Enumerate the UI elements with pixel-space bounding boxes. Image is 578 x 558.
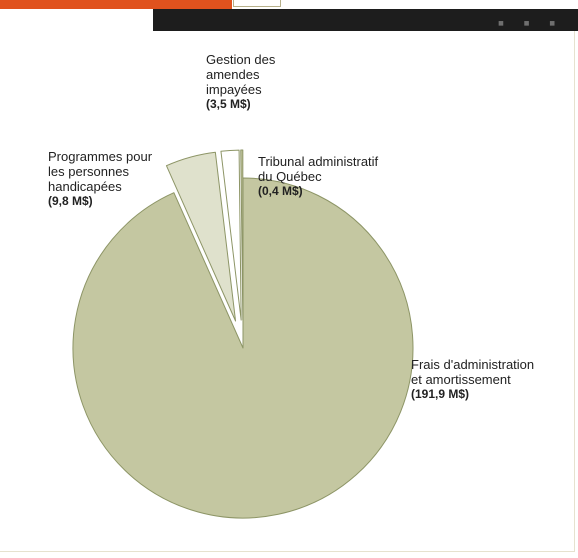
- slice-tribunal: [240, 149, 244, 321]
- header-accent-bar: [0, 0, 232, 9]
- label-admin-line2: et amortissement: [411, 372, 511, 387]
- label-amendes: Gestion des amendes impayées (3,5 M$): [206, 52, 275, 112]
- label-admin-value: (191,9 M$): [411, 387, 470, 401]
- label-tribunal: Tribunal administratif du Québec (0,4 M$…: [258, 154, 378, 199]
- label-tribunal-line2: du Québec: [258, 169, 322, 184]
- label-admin-line1: Frais d'administration: [411, 357, 535, 372]
- label-programmes-value: (9,8 M$): [48, 194, 93, 208]
- chart-panel: Frais d'administration et amortissement …: [0, 31, 575, 552]
- header-banner: ■ ■ ■: [153, 9, 578, 31]
- label-tribunal-value: (0,4 M$): [258, 184, 303, 198]
- pie-slices: [72, 149, 414, 519]
- label-amendes-line2: amendes: [206, 67, 260, 82]
- pie-chart: [72, 149, 414, 519]
- slice-amendes: [220, 149, 242, 321]
- header-dots: ■ ■ ■: [498, 20, 564, 27]
- label-programmes: Programmes pour les personnes handicapée…: [48, 149, 152, 209]
- header-tab: [233, 0, 281, 7]
- slice-programmes: [165, 151, 237, 322]
- label-tribunal-line1: Tribunal administratif: [258, 154, 379, 169]
- label-admin: Frais d'administration et amortissement …: [411, 357, 534, 402]
- label-amendes-line1: Gestion des: [206, 52, 276, 67]
- label-programmes-line2: les personnes: [48, 164, 129, 179]
- label-amendes-value: (3,5 M$): [206, 97, 251, 111]
- label-amendes-line3: impayées: [206, 82, 262, 97]
- slice-admin: [72, 177, 414, 519]
- label-programmes-line3: handicapées: [48, 179, 122, 194]
- label-programmes-line1: Programmes pour: [48, 149, 153, 164]
